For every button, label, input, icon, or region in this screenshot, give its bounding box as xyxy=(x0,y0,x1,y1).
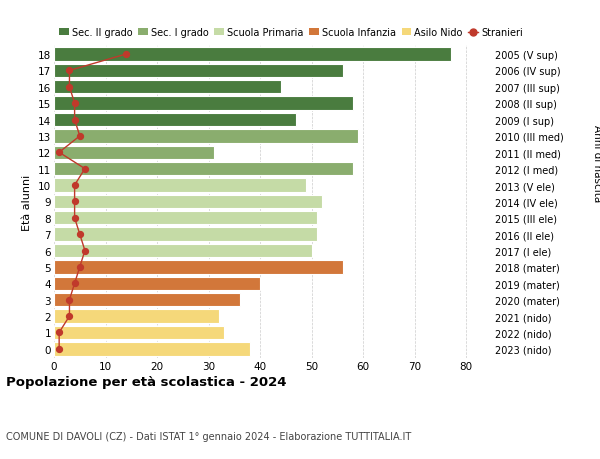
Point xyxy=(70,182,79,189)
Bar xyxy=(54,130,358,143)
Bar xyxy=(54,195,322,209)
Bar xyxy=(54,244,311,257)
Y-axis label: Età alunni: Età alunni xyxy=(22,174,32,230)
Bar xyxy=(54,81,281,94)
Legend: Sec. II grado, Sec. I grado, Scuola Primaria, Scuola Infanzia, Asilo Nido, Stran: Sec. II grado, Sec. I grado, Scuola Prim… xyxy=(59,28,523,38)
Point xyxy=(75,231,85,238)
Point xyxy=(80,166,90,173)
Point xyxy=(65,67,74,75)
Point xyxy=(75,263,85,271)
Bar xyxy=(54,97,353,111)
Bar xyxy=(54,342,250,356)
Text: COMUNE DI DAVOLI (CZ) - Dati ISTAT 1° gennaio 2024 - Elaborazione TUTTITALIA.IT: COMUNE DI DAVOLI (CZ) - Dati ISTAT 1° ge… xyxy=(6,431,411,441)
Text: Popolazione per età scolastica - 2024: Popolazione per età scolastica - 2024 xyxy=(6,375,287,388)
Bar xyxy=(54,212,317,225)
Point xyxy=(121,51,131,59)
Bar xyxy=(54,277,260,291)
Bar xyxy=(54,65,343,78)
Bar xyxy=(54,293,239,307)
Bar xyxy=(54,48,451,62)
Bar xyxy=(54,228,317,241)
Point xyxy=(65,84,74,91)
Point xyxy=(55,149,64,157)
Point xyxy=(75,133,85,140)
Point xyxy=(70,198,79,206)
Text: Anni di nascita: Anni di nascita xyxy=(592,125,600,202)
Bar xyxy=(54,146,214,160)
Point xyxy=(55,329,64,336)
Point xyxy=(55,345,64,353)
Bar xyxy=(54,326,224,339)
Point xyxy=(65,297,74,304)
Bar xyxy=(54,310,219,323)
Bar xyxy=(54,179,307,192)
Bar xyxy=(54,113,296,127)
Point xyxy=(70,100,79,107)
Point xyxy=(70,280,79,287)
Bar xyxy=(54,162,353,176)
Point xyxy=(65,313,74,320)
Bar xyxy=(54,261,343,274)
Point xyxy=(70,117,79,124)
Point xyxy=(80,247,90,255)
Point xyxy=(70,215,79,222)
